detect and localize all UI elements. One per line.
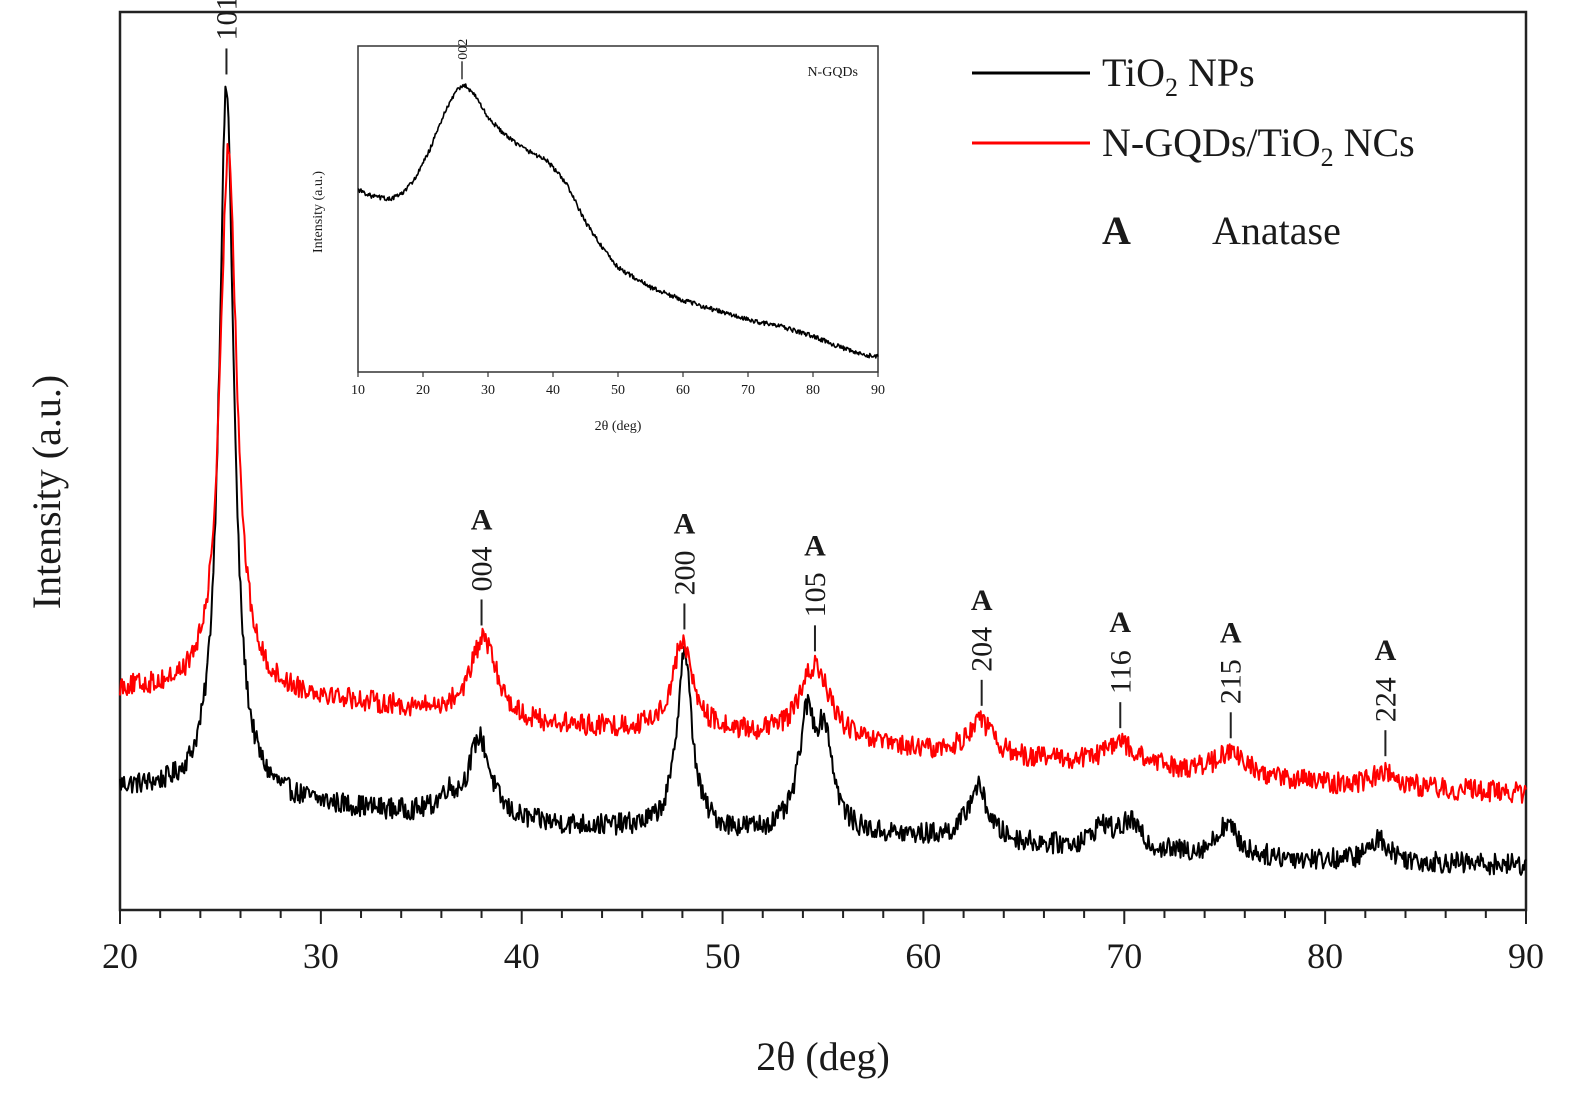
- peak-hkl-label: 204: [966, 627, 999, 672]
- inset-x-tick-label: 30: [481, 383, 495, 398]
- legend-label-n-gqds-tio2-sub: 2: [1321, 143, 1334, 172]
- inset-frame: [357, 45, 879, 373]
- peak-annotations: 101A004A200A105A204A116A215A224A: [210, 0, 1402, 757]
- inset-x-tick-label: 90: [871, 383, 885, 398]
- inset-x-tick-label: 40: [546, 383, 560, 398]
- peak-phase-letter: A: [804, 529, 826, 562]
- series-line-tio2: [119, 85, 1527, 876]
- peak-phase-letter: A: [471, 503, 493, 536]
- series-line-n-gqds-tio2: [119, 143, 1527, 804]
- peak-hkl-label: 116: [1104, 650, 1137, 694]
- peak-hkl-label: 105: [799, 572, 832, 617]
- peak-hkl-label: 224: [1369, 677, 1402, 722]
- peak-annotation: 101A: [210, 0, 243, 75]
- inset-chart: 10 20 30 40 50 60 70 80 90 N-GQDs 2θ (deg) Inten…: [311, 39, 885, 434]
- x-tick-label: 40: [504, 936, 540, 976]
- x-tick-label: 70: [1106, 936, 1142, 976]
- peak-annotation: 224 A: [1369, 634, 1402, 757]
- inset-series-line-n-gqds: [357, 83, 879, 359]
- peak-hkl-label: 215: [1215, 659, 1248, 704]
- peak-phase-letter: A: [1109, 606, 1131, 639]
- peak-phase-letter: A: [971, 584, 993, 617]
- peak-annotation: 116 A: [1104, 606, 1137, 729]
- inset-x-tick-label: 60: [676, 383, 690, 398]
- peak-annotation: 105 A: [799, 529, 832, 652]
- inset-x-tick-label: 10: [351, 383, 365, 398]
- legend-label-n-gqds-tio2: N-GQDs/TiO2 NCs: [1102, 120, 1415, 172]
- peak-hkl-label: 200: [668, 550, 701, 595]
- plot-frame: [118, 10, 1528, 912]
- inset-x-tick-label: 80: [806, 383, 820, 398]
- legend-label-tio2-sub: 2: [1165, 73, 1178, 102]
- legend: TiO2 NPs N-GQDs/TiO2 NCs A Anatase: [972, 50, 1415, 253]
- legend-label-n-gqds-tio2-post: NCs: [1334, 120, 1415, 165]
- peak-annotation: 004 A: [466, 503, 499, 626]
- legend-phase-label: Anatase: [1212, 208, 1341, 253]
- x-tick-label: 60: [905, 936, 941, 976]
- inset-title: N-GQDs: [807, 65, 858, 80]
- x-tick-label: 90: [1508, 936, 1544, 976]
- legend-label-tio2: TiO2 NPs: [1102, 50, 1255, 102]
- inset-x-tick-label: 20: [416, 383, 430, 398]
- inset-peak-label: 002: [456, 39, 471, 60]
- x-tick-label: 20: [102, 936, 138, 976]
- peak-annotation: 204 A: [966, 584, 999, 706]
- x-tick-label: 30: [303, 936, 339, 976]
- legend-label-n-gqds-tio2-pre: N-GQDs/TiO: [1102, 120, 1321, 165]
- peak-annotation: 215 A: [1215, 616, 1248, 739]
- legend-phase-symbol: A: [1102, 208, 1131, 253]
- inset-x-axis: 10 20 30 40 50 60 70 80 90: [351, 372, 885, 398]
- legend-label-tio2-pre: TiO: [1102, 50, 1165, 95]
- peak-hkl-label: 101: [210, 0, 243, 40]
- inset-x-tick-label: 70: [741, 383, 755, 398]
- x-axis-title: 2θ (deg): [756, 1034, 890, 1079]
- y-axis-title: Intensity (a.u.): [24, 375, 69, 609]
- peak-annotation: 200 A: [668, 507, 701, 630]
- x-tick-label: 50: [705, 936, 741, 976]
- series-layer: [119, 85, 1527, 876]
- x-tick-label: 80: [1307, 936, 1343, 976]
- inset-y-axis-title: Intensity (a.u.): [311, 171, 326, 253]
- x-axis: 20 30 40 50 60 70 80 90: [102, 910, 1544, 976]
- peak-phase-letter: A: [674, 507, 696, 540]
- inset-x-axis-title: 2θ (deg): [595, 419, 642, 434]
- inset-x-tick-label: 50: [611, 383, 625, 398]
- peak-phase-letter: A: [1220, 616, 1242, 649]
- peak-phase-letter: A: [1375, 634, 1397, 667]
- legend-label-tio2-post: NPs: [1178, 50, 1255, 95]
- peak-hkl-label: 004: [466, 546, 499, 591]
